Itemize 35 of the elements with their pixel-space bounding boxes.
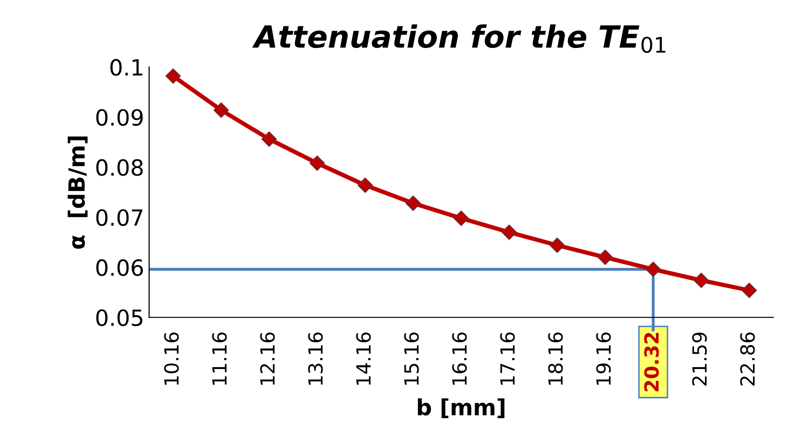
point — [406, 196, 421, 211]
y-tick-label: 0.07 — [96, 209, 142, 226]
x-tick-label: 12.16 — [260, 332, 275, 385]
x-axis-title: b [mm] — [418, 398, 504, 418]
y-tick-label: 0.09 — [96, 109, 143, 126]
x-tick-label: 20.32 — [644, 332, 659, 392]
point — [694, 272, 709, 288]
x-tick-label: 10.16 — [164, 332, 179, 385]
point — [358, 178, 373, 193]
x-tick-label: 22.86 — [740, 332, 755, 386]
x-tick-label: 17.16 — [500, 332, 515, 385]
point — [646, 262, 661, 277]
point — [262, 132, 277, 147]
chart-title: Attenuation for the TE$_{01}$ — [252, 24, 666, 53]
point — [598, 250, 613, 265]
y-axis-title: α [dB/m] — [68, 136, 88, 249]
x-tick-label: 11.16 — [212, 332, 227, 385]
y-tick-label: 0.05 — [96, 309, 142, 326]
point — [454, 210, 469, 226]
y-tick-label: 0.08 — [96, 159, 143, 176]
x-tick-label: 21.59 — [692, 332, 707, 386]
point — [310, 156, 325, 171]
x-tick-label: 14.16 — [356, 332, 371, 385]
point — [214, 102, 229, 118]
point — [166, 68, 181, 84]
x-tick-label: 15.16 — [404, 332, 419, 385]
point — [550, 238, 565, 253]
x-tick-label: 19.16 — [596, 332, 611, 385]
point — [742, 282, 757, 298]
point — [502, 224, 517, 240]
x-tick-label: 18.16 — [548, 332, 563, 385]
y-tick-label: 0.1 — [110, 59, 142, 76]
x-tick-label: 16.16 — [452, 332, 467, 385]
y-tick-label: 0.06 — [96, 259, 143, 276]
x-tick-label: 13.16 — [308, 332, 323, 385]
